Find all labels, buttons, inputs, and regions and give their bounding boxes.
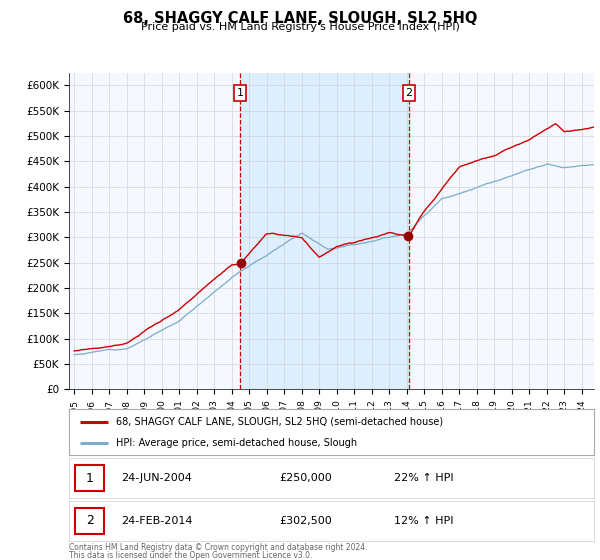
Text: 1: 1 xyxy=(86,472,94,485)
Text: 22% ↑ HPI: 22% ↑ HPI xyxy=(395,473,454,483)
Text: Contains HM Land Registry data © Crown copyright and database right 2024.: Contains HM Land Registry data © Crown c… xyxy=(69,543,367,552)
Text: 68, SHAGGY CALF LANE, SLOUGH, SL2 5HQ (semi-detached house): 68, SHAGGY CALF LANE, SLOUGH, SL2 5HQ (s… xyxy=(116,417,443,427)
FancyBboxPatch shape xyxy=(76,465,104,491)
Text: This data is licensed under the Open Government Licence v3.0.: This data is licensed under the Open Gov… xyxy=(69,551,313,560)
Text: 24-JUN-2004: 24-JUN-2004 xyxy=(121,473,193,483)
Text: HPI: Average price, semi-detached house, Slough: HPI: Average price, semi-detached house,… xyxy=(116,438,358,448)
Bar xyxy=(240,73,409,389)
Text: 1: 1 xyxy=(236,88,244,98)
Text: £302,500: £302,500 xyxy=(279,516,332,526)
Text: 2: 2 xyxy=(86,514,94,528)
Text: £250,000: £250,000 xyxy=(279,473,332,483)
Text: 24-FEB-2014: 24-FEB-2014 xyxy=(121,516,193,526)
Text: Price paid vs. HM Land Registry's House Price Index (HPI): Price paid vs. HM Land Registry's House … xyxy=(140,22,460,32)
Text: 68, SHAGGY CALF LANE, SLOUGH, SL2 5HQ: 68, SHAGGY CALF LANE, SLOUGH, SL2 5HQ xyxy=(123,11,477,26)
FancyBboxPatch shape xyxy=(76,508,104,534)
Text: 12% ↑ HPI: 12% ↑ HPI xyxy=(395,516,454,526)
Text: 2: 2 xyxy=(405,88,412,98)
